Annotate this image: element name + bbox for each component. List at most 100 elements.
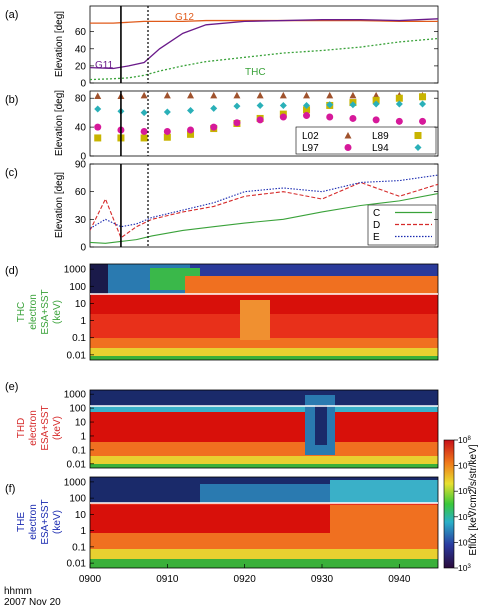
label-g12: G12 [175,12,194,23]
panel-e-letter: (e) [5,381,18,393]
point-l89 [303,106,311,114]
panel-a-frame [89,5,439,84]
ytick-label-a: 20 [75,61,87,72]
point-l02 [349,91,357,99]
panel-f-label-line2: electron [28,504,39,540]
point-l02 [140,91,148,99]
panel-e-label-line4: (keV) [52,416,63,440]
panel-b-legend-items: L02 L89 L97 L94 [302,131,422,154]
ytick-label-d: 1 [80,316,86,327]
y-ticks: 020406004080030609010001001010.10.011000… [64,27,438,570]
point-l94 [395,100,403,108]
panel-a-lines [90,18,438,81]
point-l02 [372,91,380,99]
point-l94 [349,101,357,109]
point-l97 [279,113,287,121]
date-label-line2: 2007 Nov 20 [4,597,61,608]
point-l89 [187,130,195,138]
panel-b-legend [295,126,437,155]
panel-d-label-line1: THC [16,302,27,323]
colorbar [443,439,455,569]
panel-d-spectrogram [90,264,438,360]
ytick-label-d: 100 [69,282,86,293]
point-l97 [256,116,264,124]
ytick-label-e: 0.1 [72,445,86,456]
ytick-label-e: 1 [80,431,86,442]
colorbar-tick-label: 105 [458,512,471,522]
xtick-label: 0940 [388,574,411,585]
panel-a-ylabel: Elevation [deg] [54,11,65,77]
series-line-thc [90,37,438,81]
legend-marker-l89 [414,132,422,139]
ytick-label-f: 0.01 [67,559,87,570]
ytick-label-c: 30 [75,215,87,226]
point-l02 [233,91,241,99]
xtick-label: 0900 [79,574,102,585]
point-l97 [187,126,195,134]
ytick-label-e: 1000 [64,390,87,401]
panel-d-label-line4: (keV) [52,300,63,324]
ytick-label-f: 0.1 [72,542,86,553]
panel-e-label-line1: THD [16,418,27,439]
ytick-label-d: 0.01 [67,350,87,361]
point-l89 [395,94,403,102]
panel-d-label-line2: electron [28,294,39,330]
panel-c-letter: (c) [5,167,18,179]
point-l97 [163,127,171,135]
point-l94 [372,100,380,108]
panel-f-label-line3: ESA+SST [40,499,51,544]
panel-d-label-line3: ESA+SST [40,289,51,334]
xtick-label: 0930 [311,574,334,585]
point-l94 [163,108,171,116]
panel-f-label-line1: THE [16,512,27,532]
point-l97 [326,113,334,121]
panel-b-frame [89,90,439,157]
point-l94 [256,101,264,109]
point-l02 [187,91,195,99]
xtick-label: 0920 [234,574,257,585]
ytick-label-c: 90 [75,160,87,171]
legend-marker-l02 [344,132,352,139]
series-line-g12 [90,19,438,24]
point-l02 [303,91,311,99]
ytick-label-f: 1000 [64,477,87,488]
ytick-label-e: 10 [75,418,87,429]
panel-e-label: THD electron ESA+SST (keV) [16,405,63,450]
legend-marker-l97 [344,144,352,151]
legend-label-l94: L94 [372,143,389,154]
panel-b-ylabel: Elevation [deg] [54,90,65,156]
point-l02 [256,91,264,99]
point-l94 [326,101,334,109]
ytick-label-b: 0 [80,152,86,163]
series-line-d [90,181,438,239]
point-l94 [419,100,427,108]
ytick-label-c: 60 [75,187,87,198]
label-g11: G11 [95,60,114,71]
ytick-label-f: 10 [75,510,87,521]
point-l94 [279,101,287,109]
point-l97 [419,117,427,125]
x-ticks: 0900 0910 0920 0930 0940 [79,564,411,585]
legend-label-l97: L97 [302,143,319,154]
panel-d-frame [89,263,439,361]
point-l94 [303,101,311,109]
panel-b-points [94,91,427,142]
ytick-label-b: 40 [75,123,87,134]
colorbar-label: Eflux [keV/cm2/s/str/keV] [468,444,479,555]
point-l89 [163,133,171,141]
colorbar-ticks: 108 107 106 105 104 103 [454,435,471,573]
legend-label-e: E [373,232,380,243]
ytick-label-e: 100 [69,404,86,415]
panel-f-letter: (f) [5,483,15,495]
point-l97 [140,127,148,135]
xtick-label: 0910 [156,574,179,585]
panel-f-label: THE electron ESA+SST (keV) [16,499,63,544]
point-l02 [279,91,287,99]
ytick-label-a: 0 [80,79,86,90]
point-l02 [210,91,218,99]
panel-c-ylabel: Elevation [deg] [54,172,65,238]
panel-b-letter: (b) [5,94,18,106]
panel-a-letter: (a) [5,9,18,21]
panel-f-spectrogram [90,477,438,568]
point-l97 [395,117,403,125]
